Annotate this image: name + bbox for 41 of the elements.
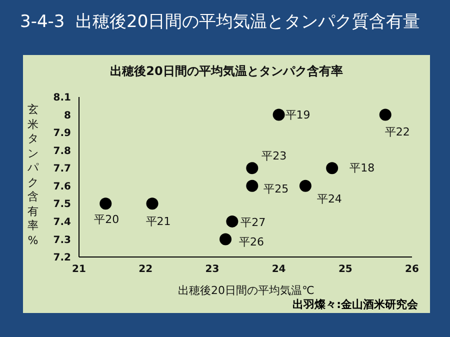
- chart-title: 3-4-3 出穂後20日間の平均気温とタンパク質含有量: [20, 11, 420, 33]
- annotation: 平26: [239, 236, 264, 249]
- annotation: 平24: [316, 192, 342, 206]
- y-tick-label: 8: [64, 110, 72, 122]
- y-tick-label: 7.4: [53, 216, 72, 228]
- point: [220, 233, 232, 246]
- x-axis-title: 出穂後20日間の平均気温℃: [178, 283, 314, 298]
- annotation: 平20: [94, 213, 120, 226]
- y-tick-label: 7.8: [53, 146, 72, 157]
- y-tick-label: 7.5: [53, 199, 72, 210]
- x-tick-label: 26: [405, 264, 419, 276]
- annotation: 平25: [264, 182, 289, 196]
- annotation: 平18: [350, 162, 375, 175]
- point: [246, 180, 258, 192]
- annotation: 平21: [146, 215, 171, 228]
- x-tick-label: 21: [72, 264, 86, 276]
- point: [226, 215, 238, 228]
- annotation: 平19: [285, 108, 310, 122]
- x-tick-label: 22: [138, 264, 153, 276]
- text: 玄米タンパク含有率%: [28, 103, 38, 246]
- point: [379, 108, 392, 121]
- point: [299, 180, 312, 192]
- x-tick-label: 23: [205, 264, 220, 276]
- annotation: 平23: [262, 150, 287, 163]
- y-tick-label: 7.2: [53, 252, 72, 264]
- point: [272, 108, 285, 121]
- y-tick-label: 7.7: [53, 164, 72, 175]
- point: [146, 198, 158, 210]
- y-tick-label: 8.1: [53, 92, 72, 104]
- y-tick-label: 7.9: [53, 128, 72, 140]
- point: [326, 162, 338, 174]
- text: 出羽燦々:金山酒米研究会: [292, 297, 418, 312]
- annotation: 平22: [384, 125, 410, 138]
- annotation: 平27: [240, 216, 266, 229]
- x-tick-label: 24: [272, 264, 286, 276]
- chart-subtitle: 出穂後20日間の平均気温とタンパク含有率: [109, 63, 344, 80]
- y-tick-label: 7.6: [53, 181, 72, 192]
- point: [100, 198, 112, 210]
- x-tick-label: 25: [338, 264, 352, 276]
- point: [246, 162, 258, 174]
- y-tick-label: 7.3: [53, 234, 72, 246]
